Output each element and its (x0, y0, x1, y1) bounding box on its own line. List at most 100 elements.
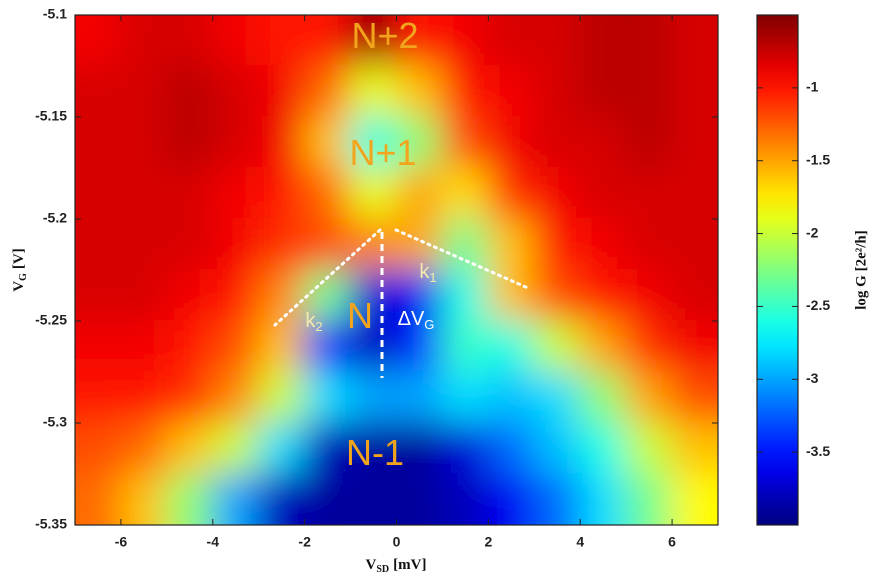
x-tick-label: 2 (484, 534, 492, 550)
heat-cell (34, 218, 122, 271)
heatmap (34, 0, 759, 566)
heat-cell (533, 167, 581, 220)
heat-cell (350, 65, 398, 118)
annotation-text: N (347, 295, 373, 336)
annotation: N+2 (351, 15, 418, 56)
heat-cell (441, 473, 489, 566)
heat-cell (533, 473, 581, 566)
x-label-main: V (366, 557, 377, 573)
heat-cell (533, 0, 581, 67)
heat-cell (579, 269, 627, 322)
y-tick-label: -5.1 (43, 6, 67, 22)
x-tick-label: -6 (115, 534, 128, 550)
chart: VSD[mV] VG[V] log G [2e²/h] -1-1.5-2-2.5… (0, 0, 875, 581)
colorbar-tick-label: -2 (806, 224, 819, 240)
heat-cell (166, 422, 214, 475)
heat-cell (671, 269, 759, 322)
heat-cell (671, 167, 759, 220)
heat-cell (166, 371, 214, 424)
annotation: N (347, 295, 373, 336)
heat-cell (350, 473, 398, 566)
y-tick-label: -5.3 (43, 414, 67, 430)
heat-cell (487, 371, 535, 424)
heat-cell (258, 269, 306, 322)
heat-cell (579, 473, 627, 566)
heat-cell (671, 65, 759, 118)
heat-cell (487, 422, 535, 475)
heat-cell (34, 320, 122, 373)
heat-cell (487, 218, 535, 271)
colorbar-tick-label: -1 (806, 79, 819, 95)
heat-cell (212, 269, 260, 322)
heat-cell (120, 320, 168, 373)
heat-cell (350, 218, 398, 271)
heat-cell (671, 473, 759, 566)
heat-cell (304, 371, 352, 424)
heat-cell (671, 371, 759, 424)
heat-cell (533, 422, 581, 475)
heat-cell (487, 0, 535, 67)
heat-cell (487, 269, 535, 322)
heat-cell (579, 116, 627, 169)
heat-cell (533, 320, 581, 373)
heat-cell (579, 371, 627, 424)
heat-cell (671, 320, 759, 373)
heat-cell (625, 371, 673, 424)
colorbar-tick-label: -1.5 (806, 151, 830, 167)
heat-cell (258, 473, 306, 566)
heat-cell (441, 65, 489, 118)
heat-cell (120, 473, 168, 566)
heat-cell (671, 422, 759, 475)
y-axis-label: VG[V] (11, 248, 29, 291)
heat-cell (487, 320, 535, 373)
heat-cell (625, 320, 673, 373)
heat-cell (487, 116, 535, 169)
heat-cell (304, 473, 352, 566)
x-tick-label: 6 (668, 534, 676, 550)
y-label-sub: G (18, 273, 29, 281)
heat-cell (579, 320, 627, 373)
heat-cell (441, 422, 489, 475)
heat-cell (166, 269, 214, 322)
heat-cell (441, 371, 489, 424)
annotation-sub: 2 (315, 319, 322, 334)
x-tick-label: -4 (207, 534, 220, 550)
heat-cell (166, 65, 214, 118)
heat-cell (533, 269, 581, 322)
heat-cell (120, 116, 168, 169)
y-tick-label: -5.25 (35, 312, 67, 328)
heat-cell (166, 167, 214, 220)
heat-cell (579, 65, 627, 118)
heat-cell (304, 116, 352, 169)
heat-cell (625, 116, 673, 169)
heat-cell (212, 473, 260, 566)
heat-cell (671, 0, 759, 67)
heat-cell (304, 0, 352, 67)
heat-cell (258, 65, 306, 118)
heat-cell (120, 422, 168, 475)
y-tick-label: -5.2 (43, 210, 67, 226)
annotation-sub: G (424, 317, 434, 332)
heat-cell (212, 218, 260, 271)
heat-cell (396, 167, 444, 220)
heat-cell (166, 116, 214, 169)
heat-cell (625, 422, 673, 475)
heat-cell (533, 371, 581, 424)
heat-cell (166, 218, 214, 271)
heat-cell (304, 422, 352, 475)
heat-cell (304, 167, 352, 220)
heat-cell (258, 218, 306, 271)
colorbar (757, 15, 798, 525)
heat-cell (34, 422, 122, 475)
heat-cell (166, 0, 214, 67)
heat-cell (120, 167, 168, 220)
heat-cell (350, 167, 398, 220)
x-tick-label: 4 (576, 534, 584, 550)
heat-cell (441, 320, 489, 373)
heat-cell (441, 269, 489, 322)
heat-cell (396, 65, 444, 118)
annotation-text: ΔV (398, 308, 425, 330)
heat-cell (533, 116, 581, 169)
heat-cell (350, 371, 398, 424)
heat-cell (579, 218, 627, 271)
